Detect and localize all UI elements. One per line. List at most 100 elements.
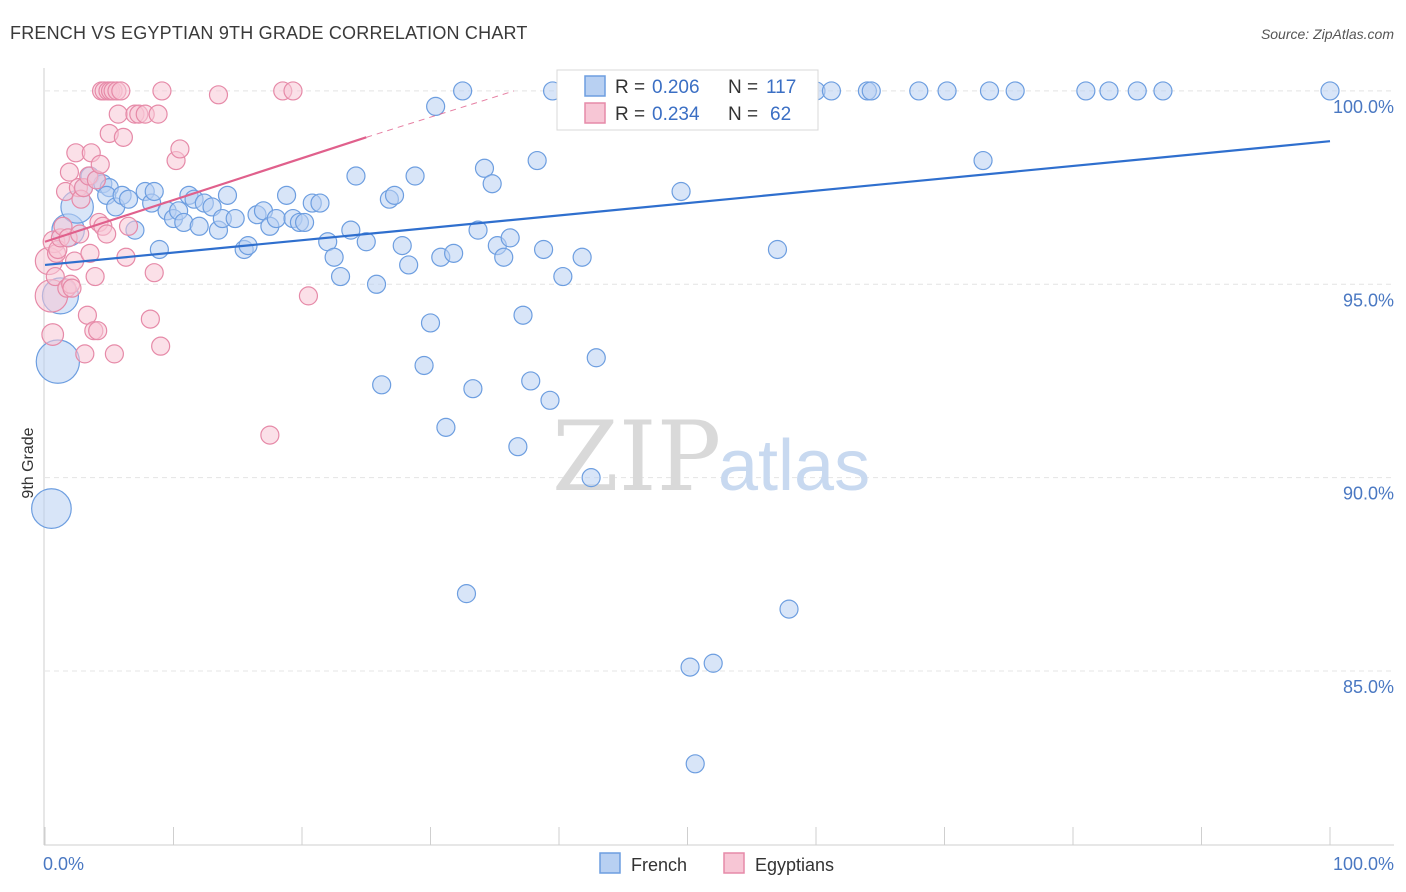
legend-label-french: French [631, 855, 687, 875]
point-french-113 [1099, 81, 1119, 101]
point-french-53 [384, 185, 405, 205]
point-french-116 [1320, 81, 1340, 101]
point-egyptians-46 [118, 216, 139, 236]
stats-r-value-french: 0.206 [652, 77, 700, 98]
point-french-96 [703, 653, 723, 673]
point-french-41 [294, 212, 315, 233]
point-egyptians-61 [298, 286, 319, 306]
point-french-50 [366, 274, 387, 294]
point-french-61 [436, 417, 456, 437]
point-egyptians-14 [62, 278, 82, 298]
point-french-94 [685, 754, 705, 774]
point-egyptians-29 [88, 321, 108, 341]
point-french-77 [540, 390, 560, 410]
y-tick-label-2: 95.0% [1343, 290, 1394, 310]
y-tick-label-3: 100.0% [1333, 97, 1394, 117]
point-french-13 [118, 189, 139, 209]
stats-r-label-egyptians: R = [615, 104, 645, 125]
point-french-74 [521, 371, 541, 391]
point-french-65 [463, 379, 483, 399]
point-egyptians-44 [113, 127, 133, 147]
point-french-43 [310, 193, 330, 213]
point-french-63 [453, 81, 473, 101]
point-french-46 [330, 266, 351, 287]
gridlines [45, 90, 1394, 672]
point-french-83 [581, 468, 601, 488]
axes [43, 68, 1394, 846]
trend-line-egyptians [44, 136, 367, 243]
point-french-17 [144, 181, 164, 202]
point-french-58 [420, 313, 441, 333]
series-egyptians-points [34, 81, 319, 445]
point-french-25 [189, 216, 209, 236]
point-french-56 [405, 166, 425, 186]
point-french-37 [266, 208, 286, 229]
point-egyptians-58 [260, 425, 280, 445]
point-french-76 [533, 239, 554, 260]
stats-box: R = 0.206 N = 117 R = 0.234 N = 62 [556, 69, 819, 131]
trend-extension-egyptians [366, 90, 515, 138]
point-french-108 [937, 81, 957, 101]
point-french-104 [821, 81, 842, 101]
stats-n-value-egyptians: 62 [770, 104, 791, 125]
point-french-54 [392, 236, 412, 256]
stats-swatch-french [584, 75, 606, 97]
point-french-102 [779, 599, 799, 619]
point-egyptians-53 [151, 336, 171, 356]
watermark: ZIP atlas [552, 401, 870, 513]
point-egyptians-52 [148, 104, 168, 124]
point-french-71 [500, 228, 520, 248]
point-egyptians-40 [104, 344, 124, 364]
point-egyptians-56 [170, 139, 190, 159]
point-french-30 [217, 185, 238, 205]
legend-swatch-egyptians [723, 852, 745, 874]
point-french-1 [35, 339, 81, 384]
point-french-59 [426, 96, 446, 117]
legend-label-egyptians: Egyptians [755, 855, 834, 875]
y-axis-title: 9th Grade [20, 427, 37, 498]
point-french-91 [671, 181, 691, 202]
point-egyptians-12 [59, 162, 80, 182]
point-french-100 [767, 239, 788, 260]
point-french-72 [508, 437, 528, 457]
trend-lines [44, 90, 1331, 267]
point-french-55 [399, 255, 419, 275]
point-egyptians-60 [283, 81, 303, 101]
watermark-atlas: atlas [718, 426, 870, 506]
stats-n-label-egyptians: N = [728, 104, 758, 125]
x-tick-label-end: 100.0% [1333, 854, 1394, 874]
point-french-73 [513, 305, 533, 325]
point-french-112 [1076, 81, 1096, 101]
point-egyptians-43 [111, 81, 131, 101]
point-french-79 [553, 266, 573, 287]
point-egyptians-54 [152, 81, 172, 101]
point-french-57 [414, 355, 434, 376]
point-french-107 [909, 81, 929, 101]
point-french-84 [586, 348, 606, 368]
x-tick-label-start: 0.0% [43, 854, 84, 874]
point-egyptians-21 [75, 344, 95, 364]
point-french-67 [474, 158, 495, 178]
point-egyptians-42 [108, 104, 128, 124]
point-french-114 [1127, 81, 1147, 101]
point-french-48 [346, 166, 366, 186]
stats-swatch-egyptians [584, 102, 606, 124]
point-egyptians-24 [80, 243, 100, 263]
legend: French Egyptians [599, 852, 834, 875]
point-french-66 [468, 220, 488, 240]
legend-swatch-french [599, 852, 621, 874]
watermark-zip: ZIP [552, 401, 721, 513]
point-french-68 [482, 174, 502, 194]
point-french-70 [494, 247, 514, 267]
y-tick-label-1: 90.0% [1343, 484, 1394, 504]
chart-source: Source: ZipAtlas.com [1261, 26, 1394, 42]
point-french-38 [276, 185, 297, 205]
y-tick-label-0: 85.0% [1343, 677, 1394, 697]
point-french-115 [1153, 81, 1173, 101]
point-french-49 [356, 232, 376, 252]
point-french-45 [324, 247, 344, 267]
stats-n-label-french: N = [728, 77, 758, 98]
y-tick-labels: 85.0% 90.0% 95.0% 100.0% [1333, 97, 1394, 697]
point-french-75 [527, 150, 547, 171]
